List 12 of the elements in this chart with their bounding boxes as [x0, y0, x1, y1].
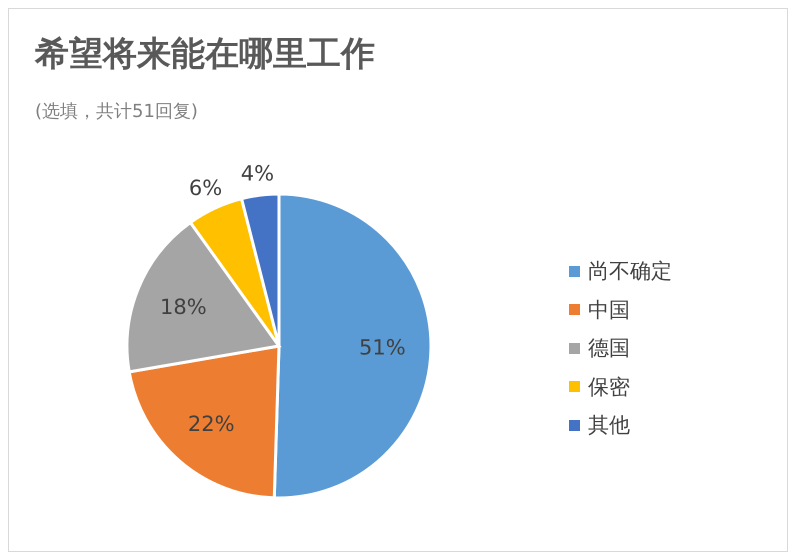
data-label: 4% [240, 161, 274, 186]
legend-label: 其他 [588, 412, 630, 440]
data-label: 51% [359, 336, 406, 360]
legend-label: 保密 [588, 374, 630, 401]
data-label: 18% [160, 294, 207, 319]
legend-label: 中国 [588, 296, 630, 324]
legend-label: 德国 [588, 335, 630, 362]
legend-label: 尚不确定 [588, 258, 672, 286]
data-label: 6% [188, 176, 222, 200]
chart-title: 希望将来能在哪里工作 [35, 33, 375, 76]
data-label: 22% [188, 412, 235, 436]
chart-subtitle: (选填，共计51回复) [35, 100, 198, 123]
